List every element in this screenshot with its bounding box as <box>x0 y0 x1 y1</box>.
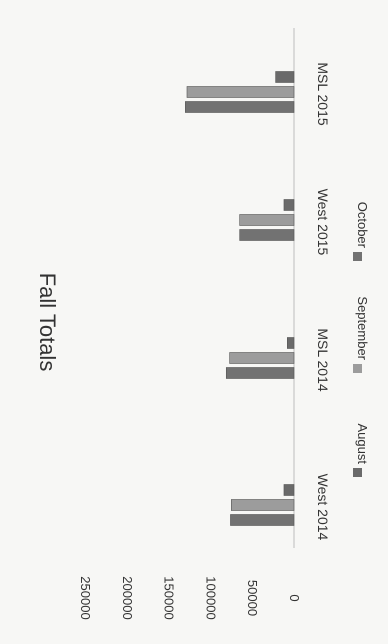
y-tick-label: 100000 <box>203 576 218 619</box>
bar-august-west-2014 <box>283 484 295 496</box>
bar-august-msl-2014 <box>287 337 295 349</box>
bar-september-msl-2015 <box>186 86 295 98</box>
bar-september-msl-2014 <box>229 352 295 364</box>
y-tick-label: 150000 <box>162 576 177 619</box>
bar-october-west-2015 <box>239 229 295 241</box>
bar-october-west-2014 <box>230 514 295 526</box>
category-label: West 2014 <box>315 474 331 541</box>
y-tick-label: 0 <box>287 594 302 601</box>
legend-label-october: October <box>355 202 370 249</box>
y-tick-label: 200000 <box>120 576 135 619</box>
bar-august-msl-2015 <box>275 71 295 83</box>
legend-label-september: September <box>355 296 370 360</box>
category-label: MSL 2014 <box>315 328 331 392</box>
legend-swatch-october <box>353 252 362 261</box>
chart-title: Fall Totals <box>35 273 60 372</box>
bar-october-msl-2015 <box>185 101 295 113</box>
y-tick-label: 50000 <box>245 580 260 616</box>
y-tick-label: 250000 <box>78 576 93 619</box>
bar-september-west-2014 <box>231 499 295 511</box>
legend-label-august: August <box>355 424 370 465</box>
legend: August September October <box>353 202 370 477</box>
plot-area: 0 50000 100000 150000 200000 250000 West 2014 M… <box>78 28 331 620</box>
bar-september-west-2015 <box>239 214 295 226</box>
bar-october-msl-2014 <box>225 367 295 379</box>
legend-swatch-august <box>353 468 362 477</box>
legend-swatch-september <box>353 364 362 373</box>
category-label: West 2015 <box>315 189 331 256</box>
category-label: MSL 2015 <box>315 62 331 126</box>
bar-august-west-2015 <box>283 199 295 211</box>
